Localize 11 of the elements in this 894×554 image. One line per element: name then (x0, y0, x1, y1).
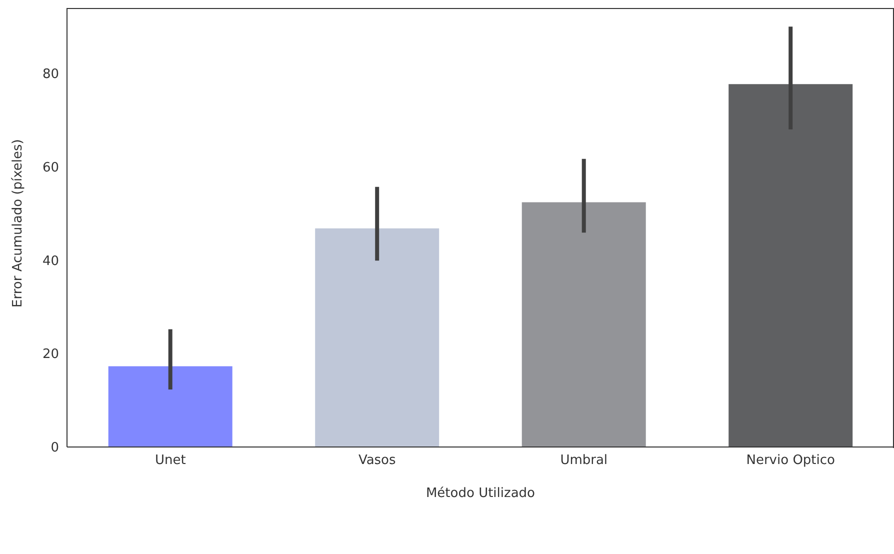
y-tick-label: 0 (50, 440, 59, 456)
x-axis-title: Método Utilizado (426, 486, 536, 501)
x-tick-label: Umbral (560, 453, 608, 468)
y-tick-label: 40 (42, 254, 59, 269)
x-tick-label: Nervio Optico (746, 453, 836, 468)
y-axis-title: Error Acumulado (píxeles) (10, 139, 26, 308)
x-tick-label: Vasos (358, 453, 396, 468)
y-tick-label: 20 (42, 347, 59, 362)
y-tick-label: 80 (42, 67, 59, 82)
x-tick-label: Unet (154, 453, 186, 468)
y-tick-label: 60 (42, 160, 59, 176)
